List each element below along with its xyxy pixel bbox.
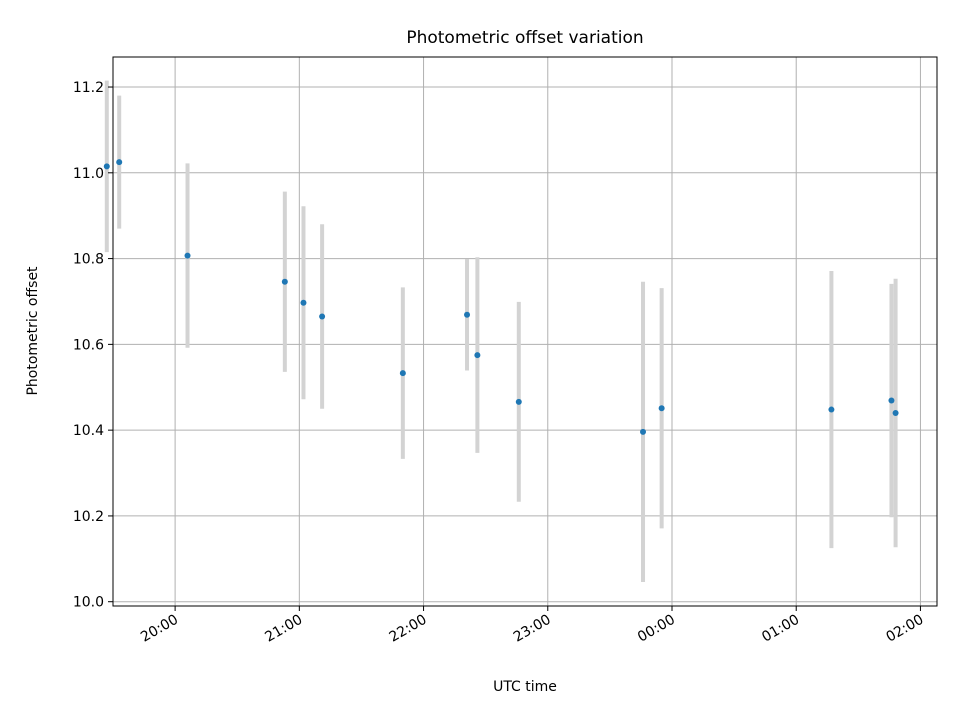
data-point [300, 299, 307, 306]
data-point [828, 406, 835, 413]
data-point [892, 409, 899, 416]
data-point [116, 159, 123, 166]
data-point [184, 252, 191, 259]
y-tick-label: 11.2 [73, 80, 104, 96]
data-point [319, 313, 326, 320]
data-point [464, 311, 471, 318]
y-tick-label: 10.6 [73, 337, 104, 353]
y-tick-label: 10.2 [73, 509, 104, 525]
data-point [888, 397, 895, 404]
data-point [281, 278, 288, 285]
plot-frame [112, 56, 938, 607]
data-points [103, 159, 899, 435]
data-point [658, 405, 665, 412]
data-point [103, 163, 110, 170]
y-tick-label: 10.8 [73, 252, 104, 268]
x-axis-title: UTC time [493, 679, 557, 695]
y-axis-ticks: 10.0 10.2 10.4 10.6 10.8 11.0 11.2 [73, 80, 113, 611]
grid-lines [113, 57, 937, 606]
y-tick-label: 11.0 [73, 166, 104, 182]
data-point [399, 370, 406, 377]
data-point [640, 428, 647, 435]
chart-title: Photometric offset variation [406, 28, 643, 48]
y-tick-label: 10.0 [73, 595, 104, 611]
plot-area [113, 57, 937, 606]
y-axis-title: Photometric offset [25, 266, 41, 396]
y-tick-label: 10.4 [73, 423, 104, 439]
data-point [474, 352, 481, 359]
data-point [515, 398, 522, 405]
